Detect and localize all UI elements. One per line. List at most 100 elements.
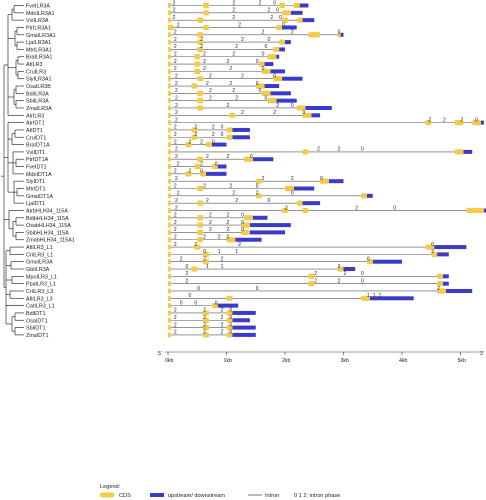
intron-phase-label: 2 <box>437 286 440 292</box>
utr-block <box>249 223 291 228</box>
gene-label: FveILR3A <box>26 4 50 10</box>
cds-block <box>197 90 204 96</box>
intron-phase-label: 2 <box>203 52 206 58</box>
intron-phase-label: 2 <box>256 191 259 197</box>
cds-block <box>168 105 171 111</box>
axis-tick-label: 0kb <box>165 358 173 364</box>
intron-phase-label: 2 <box>443 117 446 123</box>
intron-phase-label: 2 <box>194 132 197 138</box>
intron-phase-label: 2 <box>203 308 206 314</box>
gene-label: GmaILR3A1 <box>26 33 56 39</box>
utr-block <box>235 237 262 242</box>
utr-block <box>252 215 268 220</box>
gene-label: AtrIDT1 <box>26 121 45 127</box>
cds-block <box>226 310 233 316</box>
cds-block <box>197 156 204 162</box>
intron-phase-label: 2 <box>200 37 203 43</box>
gene-label: MdoIDT1A <box>26 172 52 178</box>
intron-phase-label: 2 <box>177 161 180 167</box>
cds-block <box>366 259 373 265</box>
intron-phase-label: 0 <box>229 308 232 314</box>
intron-phase-label: 0 <box>215 161 218 167</box>
gene-label: SlyILR3A1 <box>26 77 51 83</box>
intron-phase-label: 2 <box>227 103 230 109</box>
intron-phase-label: 2 <box>338 147 341 153</box>
intron-phase-label: 2 <box>174 242 177 248</box>
cds-block <box>168 2 171 9</box>
cds-block <box>258 61 265 67</box>
intron-phase-label: 2 <box>200 139 203 145</box>
cds-block <box>203 24 209 31</box>
cds-block <box>168 46 171 53</box>
axis-tick-label: 1kb <box>224 358 232 364</box>
cds-block <box>425 244 435 250</box>
intron-phase-label: 2 <box>270 15 273 21</box>
intron-phase-label: 0 <box>267 37 270 43</box>
scale-axis: 5' 3' 0kb1kb2kb3kb4kb5kb6kb7kb <box>158 351 484 364</box>
intron-phase-label: 2 <box>267 8 270 14</box>
cds-block <box>191 266 198 272</box>
intron-phase-label: 2 <box>209 74 212 80</box>
gene-label: BdibHLH34_115A <box>26 216 69 222</box>
cds-block <box>267 98 277 104</box>
utr-block <box>232 310 256 315</box>
intron-phase-label: 0 <box>241 213 244 219</box>
intron-phase-label: 2 <box>206 154 209 160</box>
intron-phase-label: 2 <box>173 15 176 21</box>
cds-block <box>168 90 171 96</box>
intron-phase-label: 2 <box>175 176 178 182</box>
intron-phase-label: 0 <box>256 183 259 189</box>
legend: Legend: CDS upstream/ downstream Intron … <box>100 484 340 499</box>
cds-block <box>279 39 285 45</box>
cds-block <box>293 2 300 9</box>
intron-phase-label: 2 <box>174 52 177 58</box>
cds-block <box>261 68 271 74</box>
gene-label: BraIDT1A <box>26 143 50 149</box>
intron-phase-label: 2 <box>173 0 176 6</box>
intron-phase-label: 2 <box>218 235 221 241</box>
intron-phase-label: 1 <box>221 264 224 270</box>
intron-phase-label: 2 <box>212 132 215 138</box>
cds-block <box>194 68 201 74</box>
intron-phase-label: 0 <box>291 191 294 197</box>
gene-structures: 2 2 2 02 2 2 02 2 2 02 2 02 2 2 02 2 2 02 2 2 02 2 2 02 2 2 02 2 2 02… <box>168 0 486 338</box>
cds-block <box>168 185 171 192</box>
intron-phase-label: 0 <box>186 264 189 270</box>
intron-phase-label: 2 <box>175 74 178 80</box>
cds-block <box>191 83 198 89</box>
intron-phase-label: 2 <box>174 132 177 138</box>
gene-label: MtrILR3A1 <box>26 47 52 53</box>
cds-block <box>168 281 171 287</box>
gene-label: FveIDT1 <box>26 165 47 171</box>
intron-phase-label: 2 <box>174 169 177 175</box>
utr-block <box>217 303 239 308</box>
utr-block <box>282 76 303 81</box>
intron-phase-label: 2 <box>227 154 230 160</box>
intron-phase-label: 0 <box>229 322 232 328</box>
gene-label: AtrILR3 <box>26 113 44 119</box>
intron-phase-label: 2 <box>227 227 230 233</box>
cds-block <box>302 207 309 214</box>
intron-phase-label: 0 <box>267 198 270 204</box>
gene-label: SbibHLH34_115A <box>26 230 69 236</box>
cds-block <box>197 46 204 53</box>
intron-phase-label: 1 <box>367 293 370 299</box>
cds-block <box>168 10 171 16</box>
intron-phase-label: 2 <box>203 322 206 328</box>
intron-phase-label: 0 <box>212 139 215 145</box>
gene-label: GmoILR3A <box>26 260 53 266</box>
intron-phase-label: 2 <box>175 88 178 94</box>
cds-block <box>194 244 201 250</box>
intron-phase-label: 0 <box>262 66 265 72</box>
utr-block <box>442 274 449 279</box>
intron-phase-label: 2 <box>285 205 288 211</box>
intron-phase-label: 2 <box>241 37 244 43</box>
intron-phase-label: 2 <box>203 235 206 241</box>
gene-label: AtILR3 <box>26 62 42 68</box>
